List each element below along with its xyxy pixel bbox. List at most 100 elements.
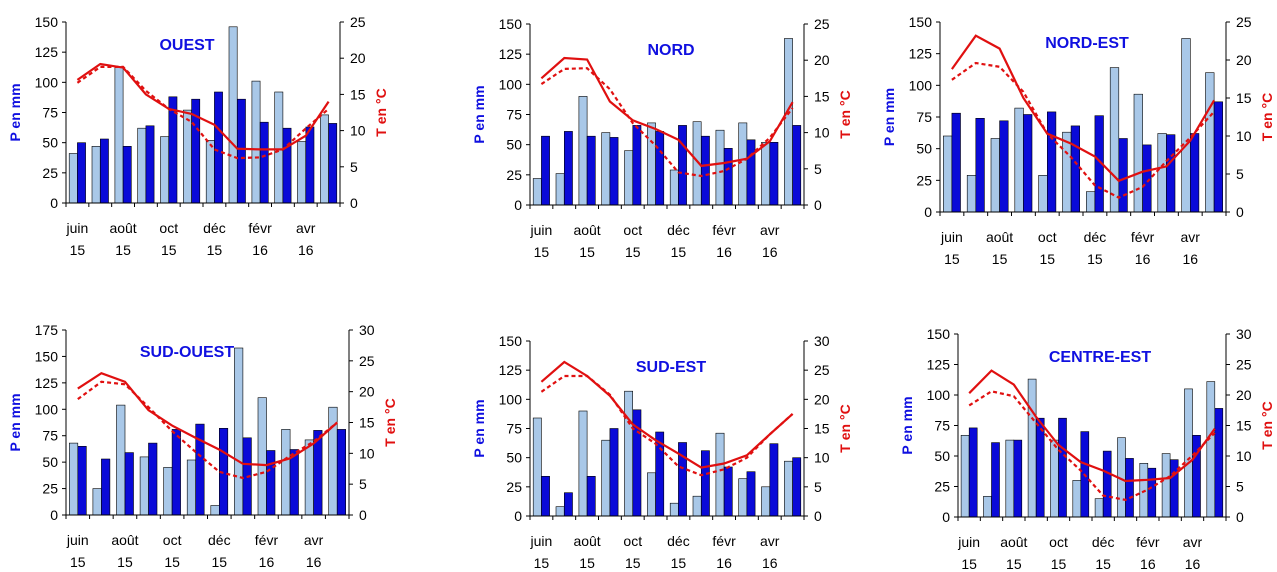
y2-tick-label: 0 <box>359 507 367 523</box>
x-tick-label-year: 16 <box>1135 251 1151 267</box>
y-tick-label: 50 <box>42 135 58 151</box>
y2-tick-label: 5 <box>814 479 822 495</box>
precip-bar-dark <box>700 135 710 206</box>
x-tick-label-month: août <box>109 220 136 236</box>
precip-bar-light <box>1027 378 1037 518</box>
precip-bar-dark <box>305 126 315 204</box>
precip-bar-dark <box>700 450 710 517</box>
y-axis-label: P en mm <box>899 396 915 454</box>
x-tick-label-month: juin <box>66 220 89 236</box>
precip-bar-light <box>1205 72 1215 213</box>
precip-bar-dark <box>1047 111 1057 213</box>
y2-axis-label: T en °C <box>837 90 853 138</box>
y2-tick-label: 5 <box>350 159 358 175</box>
x-tick-label-month: juin <box>530 222 553 238</box>
precip-bar-dark <box>77 445 87 516</box>
precip-bar-light <box>784 460 793 517</box>
y2-tick-label: 10 <box>814 450 830 466</box>
x-tick-label-year: 15 <box>1095 556 1111 572</box>
chart-title: SUD-EST <box>636 359 706 376</box>
precip-bar-light <box>1005 439 1015 518</box>
precip-bar-dark <box>563 492 573 517</box>
y-tick-label: 0 <box>50 195 58 211</box>
precip-bar-dark <box>723 148 733 206</box>
precip-bar-light <box>1181 38 1191 213</box>
precip-bar-light <box>137 127 147 204</box>
y-tick-label: 25 <box>42 165 58 181</box>
y2-tick-label: 15 <box>350 86 366 102</box>
x-tick-label-year: 15 <box>1051 556 1067 572</box>
y-tick-label: 75 <box>42 105 58 121</box>
x-tick-label-month: avr <box>1183 534 1203 550</box>
precip-bar-dark <box>792 125 802 206</box>
y2-tick-label: 25 <box>814 362 830 378</box>
y-tick-label: 125 <box>927 357 951 373</box>
precip-bar-light <box>647 472 656 517</box>
precip-bar-light <box>738 122 748 206</box>
y2-tick-label: 20 <box>350 50 366 66</box>
precip-bar-dark <box>746 139 756 206</box>
y-tick-label: 100 <box>927 387 951 403</box>
precip-bar-dark <box>1035 417 1045 518</box>
precip-bar-light <box>1157 133 1167 213</box>
y2-tick-label: 20 <box>814 391 830 407</box>
y-tick-label: 0 <box>514 508 522 524</box>
precip-bar-light <box>69 442 79 516</box>
x-tick-label-month: août <box>573 222 600 238</box>
temp-line-dashed <box>968 390 1216 502</box>
y2-tick-label: 25 <box>350 14 366 30</box>
precip-bar-dark <box>1102 450 1112 518</box>
y-tick-label: 50 <box>934 448 950 464</box>
y-tick-label: 175 <box>35 322 59 338</box>
x-tick-label-month: juin <box>66 532 89 548</box>
y-tick-label: 50 <box>506 137 522 153</box>
precip-bar-dark <box>289 449 299 516</box>
y2-tick-label: 5 <box>1236 166 1244 182</box>
y-tick-label: 150 <box>927 326 951 342</box>
precip-bar-dark <box>1125 458 1134 518</box>
y2-axis-label: T en °C <box>837 404 853 452</box>
precip-bar-light <box>228 26 238 204</box>
x-tick-label-month: juin <box>957 534 980 550</box>
x-tick-label-month: févr <box>712 222 736 238</box>
x-tick-label-month: août <box>1000 534 1027 550</box>
y2-tick-label: 15 <box>814 421 830 437</box>
x-tick-label-year: 15 <box>212 554 228 570</box>
precip-bar-light <box>1161 453 1171 518</box>
precip-bar-light <box>532 417 542 517</box>
precip-bar-dark <box>769 142 779 206</box>
precip-bar-dark <box>1118 138 1128 213</box>
chart-panel-centre-est: 0 25 50 75 100 125 150 0 5 10 15 20 25 30 juin 15 août 15… <box>899 326 1275 572</box>
y-tick-label: 75 <box>42 428 58 444</box>
precip-bar-light <box>601 132 611 206</box>
precip-bar-light <box>1184 388 1193 518</box>
precip-bar-light <box>205 140 215 204</box>
precip-bar-light <box>738 478 748 517</box>
chart-title: OUEST <box>159 37 214 54</box>
x-tick-label-month: oct <box>1049 534 1068 550</box>
precip-bar-dark <box>171 429 181 516</box>
y2-tick-label: 0 <box>814 508 822 524</box>
y-tick-label: 0 <box>50 507 58 523</box>
y-tick-label: 150 <box>499 333 523 349</box>
y2-axis-label: T en °C <box>1259 401 1275 449</box>
x-tick-label-month: févr <box>1136 534 1160 550</box>
x-tick-label-year: 15 <box>115 242 131 258</box>
x-tick-label-year: 15 <box>534 244 550 260</box>
y-tick-label: 50 <box>42 454 58 470</box>
x-tick-label-year: 15 <box>1039 251 1055 267</box>
chart-title: NORD <box>647 42 694 59</box>
precip-bar-light <box>92 488 102 516</box>
y-tick-label: 125 <box>499 362 523 378</box>
precip-bar-light <box>91 146 101 204</box>
x-tick-label-year: 15 <box>625 555 641 571</box>
y2-tick-label: 10 <box>1236 448 1252 464</box>
x-tick-label-year: 15 <box>579 555 595 571</box>
x-tick-label-year: 15 <box>961 556 977 572</box>
y-tick-label: 0 <box>942 509 950 525</box>
x-tick-label-month: oct <box>1038 229 1057 245</box>
y-tick-label: 0 <box>924 204 932 220</box>
precip-bar-light <box>320 114 329 204</box>
x-tick-label-year: 15 <box>944 251 960 267</box>
x-tick-label-month: févr <box>712 533 736 549</box>
